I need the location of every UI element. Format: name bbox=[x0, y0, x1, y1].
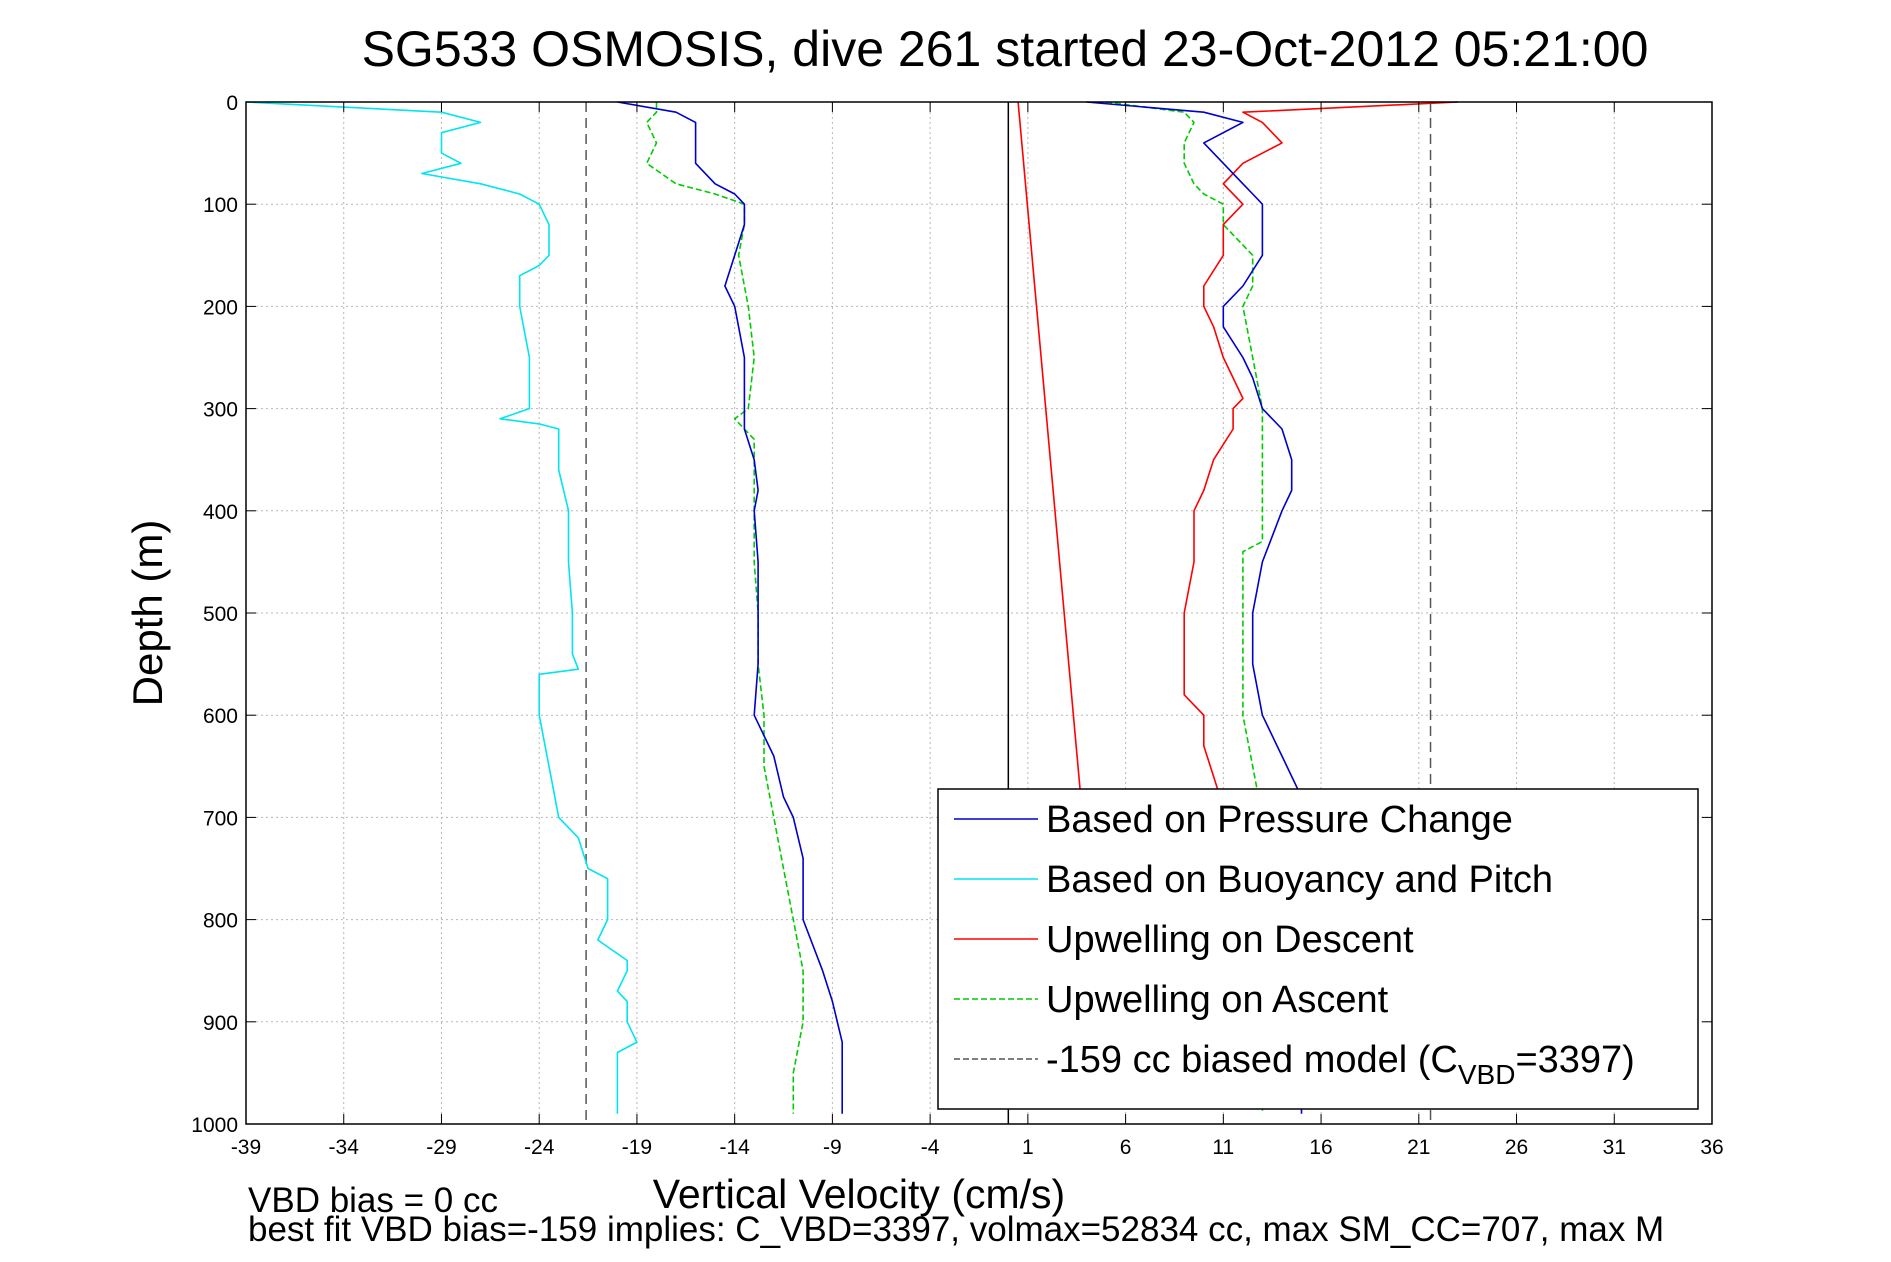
legend-label: Upwelling on Ascent bbox=[1046, 979, 1389, 1021]
x-tick-label: 6 bbox=[1120, 1136, 1132, 1159]
x-tick-label: -19 bbox=[622, 1136, 652, 1159]
upwelling-on-ascent-ascent-line bbox=[1105, 101, 1264, 1114]
legend-label: Based on Pressure Change bbox=[1046, 799, 1513, 841]
y-tick-label: 1000 bbox=[191, 1114, 238, 1137]
y-tick-label: 300 bbox=[203, 399, 238, 422]
y-tick-label: 600 bbox=[203, 705, 238, 728]
legend-box bbox=[937, 788, 1699, 1110]
legend-label: -159 cc biased model (CVBD=3397) bbox=[1046, 1039, 1635, 1090]
x-tick-label: -9 bbox=[823, 1136, 842, 1159]
y-axis-label: Depth (m) bbox=[124, 520, 171, 707]
best-fit-note: best fit VBD bias=-159 implies: C_VBD=33… bbox=[248, 1210, 1664, 1249]
x-tick-label: 11 bbox=[1212, 1136, 1234, 1159]
y-tick-label: 500 bbox=[203, 603, 238, 626]
y-tick-label: 700 bbox=[203, 807, 238, 830]
legend-label: Upwelling on Descent bbox=[1046, 919, 1414, 961]
y-tick-label: 0 bbox=[226, 92, 238, 115]
x-tick-label: 31 bbox=[1603, 1136, 1626, 1159]
x-tick-label: -4 bbox=[921, 1136, 940, 1159]
legend: Based on Pressure Change Based on Buoyanc… bbox=[937, 788, 1699, 1110]
x-tick-label: -34 bbox=[329, 1136, 360, 1159]
x-tick-label: -29 bbox=[426, 1136, 456, 1159]
chart-title: SG533 OSMOSIS, dive 261 started 23-Oct-2… bbox=[362, 21, 1649, 77]
y-tick-label: 400 bbox=[203, 501, 238, 524]
based-on-pressure-change-line bbox=[617, 101, 844, 1114]
x-axis-label: Vertical Velocity (cm/s) bbox=[653, 1171, 1065, 1217]
x-tick-label: 1 bbox=[1022, 1136, 1034, 1159]
x-tick-label: 26 bbox=[1505, 1136, 1528, 1159]
legend-label: Based on Buoyancy and Pitch bbox=[1046, 859, 1553, 901]
x-tick-label: -14 bbox=[719, 1136, 750, 1159]
y-tick-label: 200 bbox=[203, 296, 238, 319]
x-tick-label: -39 bbox=[231, 1136, 261, 1159]
x-tick-label: 16 bbox=[1309, 1136, 1332, 1159]
x-tick-label: -24 bbox=[524, 1136, 555, 1159]
upwelling-on-ascent-line bbox=[645, 102, 804, 1114]
upwelling-on-descent-model-line bbox=[1017, 101, 1084, 818]
series-layer bbox=[245, 101, 1458, 1114]
vbd-bias-note: VBD bias = 0 cc bbox=[248, 1181, 498, 1220]
y-tick-label: 100 bbox=[203, 194, 238, 217]
tick-labels: -39 -34 -29 -24 -19 -14 -9 -4 1 6 11 16 21 26 31 360100… bbox=[191, 92, 1723, 1159]
x-tick-label: 36 bbox=[1700, 1136, 1723, 1159]
y-tick-label: 900 bbox=[203, 1012, 238, 1035]
based-on-buoyancy-and-pitch-line bbox=[245, 101, 638, 1114]
y-tick-label: 800 bbox=[203, 910, 238, 933]
x-tick-label: 21 bbox=[1407, 1136, 1430, 1159]
